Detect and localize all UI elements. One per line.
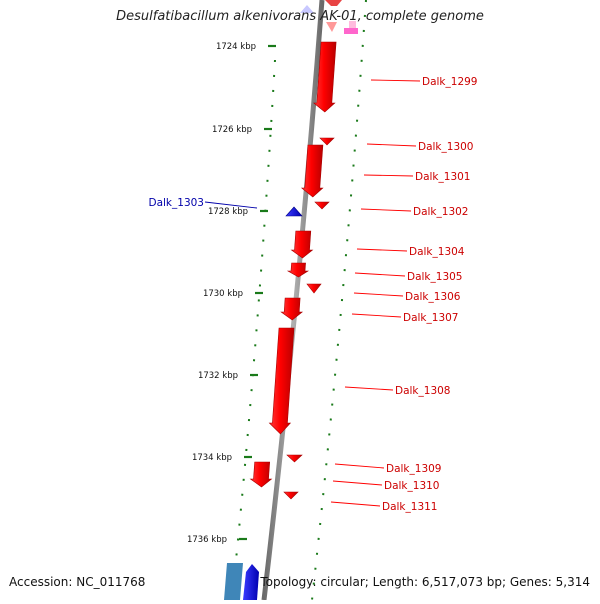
scale-tick-label: 1732 kbp: [198, 371, 238, 381]
gene-labels: Dalk_1299 Dalk_1300 Dalk_1301 Dalk_1302 Dalk…: [149, 76, 478, 513]
accession-label: Accession: NC_011768: [9, 575, 146, 589]
gene-label-dalk-1305[interactable]: Dalk_1305: [407, 271, 463, 283]
gene-label-dalk-1308[interactable]: Dalk_1308: [395, 385, 451, 397]
leader-line-dalk-1311: [330, 501, 381, 507]
gene-arrow-dalk-1311[interactable]: [283, 491, 299, 500]
gene-shapes: [249, 41, 337, 500]
gene-arrow-dalk-1303[interactable]: [285, 206, 303, 217]
pink-arrow-head: [326, 22, 337, 32]
gene-arrow-dalk-1304[interactable]: [290, 230, 314, 259]
gene-label-dalk-1306[interactable]: Dalk_1306: [405, 291, 461, 303]
leader-line-dalk-1303: [204, 201, 258, 209]
gene-arrow-dalk-1308[interactable]: [268, 327, 295, 435]
gene-arrow-dalk-1310[interactable]: [249, 461, 273, 488]
gene-label-dalk-1310[interactable]: Dalk_1310: [384, 480, 440, 492]
blue-gene-bottom: [243, 564, 259, 600]
gene-label-dalk-1307[interactable]: Dalk_1307: [403, 312, 459, 324]
pale-feature: [300, 5, 314, 13]
leader-line-dalk-1302: [360, 208, 412, 212]
extra-features: [224, 0, 358, 600]
gene-label-dalk-1301[interactable]: Dalk_1301: [415, 171, 471, 183]
leader-line-dalk-1306: [353, 292, 404, 297]
leader-line-dalk-1301: [363, 174, 414, 177]
leader-line-dalk-1300: [366, 143, 417, 147]
scale-tick-label: 1730 kbp: [203, 289, 243, 299]
leader-line-dalk-1307: [351, 313, 402, 318]
top-gene-arrow: [325, 0, 342, 6]
pink-feature-top: [349, 21, 356, 28]
gene-arrow-dalk-1305[interactable]: [286, 262, 310, 278]
gene-label-dalk-1309[interactable]: Dalk_1309: [386, 463, 442, 475]
leader-line-dalk-1308: [344, 386, 394, 391]
gene-arrow-dalk-1307[interactable]: [280, 297, 304, 321]
inner-dotted-track: [231, 59, 276, 601]
gene-label-dalk-1300[interactable]: Dalk_1300: [418, 141, 474, 153]
gene-label-dalk-1302[interactable]: Dalk_1302: [413, 206, 469, 218]
scale-ruler: 1724 kbp 1726 kbp 1728 kbp 1730 kbp 1732 kbp…: [187, 42, 276, 545]
gene-label-dalk-1304[interactable]: Dalk_1304: [409, 246, 465, 258]
scale-tick-label: 1734 kbp: [192, 453, 232, 463]
genome-title: Desulfatibacillum alkenivorans AK-01, co…: [116, 9, 484, 24]
gene-arrow-dalk-1309[interactable]: [286, 454, 303, 463]
leader-line-dalk-1305: [354, 272, 406, 277]
gene-arrow-dalk-1301[interactable]: [300, 144, 324, 198]
leader-line-dalk-1309: [334, 463, 385, 469]
gene-arrow-dalk-1300[interactable]: [319, 137, 335, 146]
gene-arrow-dalk-1302[interactable]: [314, 201, 330, 210]
gene-arrow-dalk-1299[interactable]: [312, 41, 337, 113]
leader-line-dalk-1304: [356, 248, 408, 252]
pink-feature: [344, 28, 358, 34]
leader-line-dalk-1299: [370, 79, 421, 82]
gene-label-dalk-1311[interactable]: Dalk_1311: [382, 501, 438, 513]
gene-label-dalk-1303[interactable]: Dalk_1303: [149, 197, 205, 209]
gene-label-dalk-1299[interactable]: Dalk_1299: [422, 76, 478, 88]
outer-dotted-track: [311, 0, 367, 601]
scale-tick-label: 1726 kbp: [212, 125, 252, 135]
dotted-tracks: [231, 0, 367, 601]
leader-line-dalk-1310: [332, 480, 383, 486]
scale-tick-label: 1736 kbp: [187, 535, 227, 545]
teal-feature: [224, 563, 243, 600]
gene-arrow-dalk-1306[interactable]: [306, 283, 322, 294]
topology-summary: Topology: circular; Length: 6,517,073 bp…: [260, 575, 590, 589]
scale-tick-label: 1724 kbp: [216, 42, 256, 52]
scale-tick-label: 1728 kbp: [208, 207, 248, 217]
